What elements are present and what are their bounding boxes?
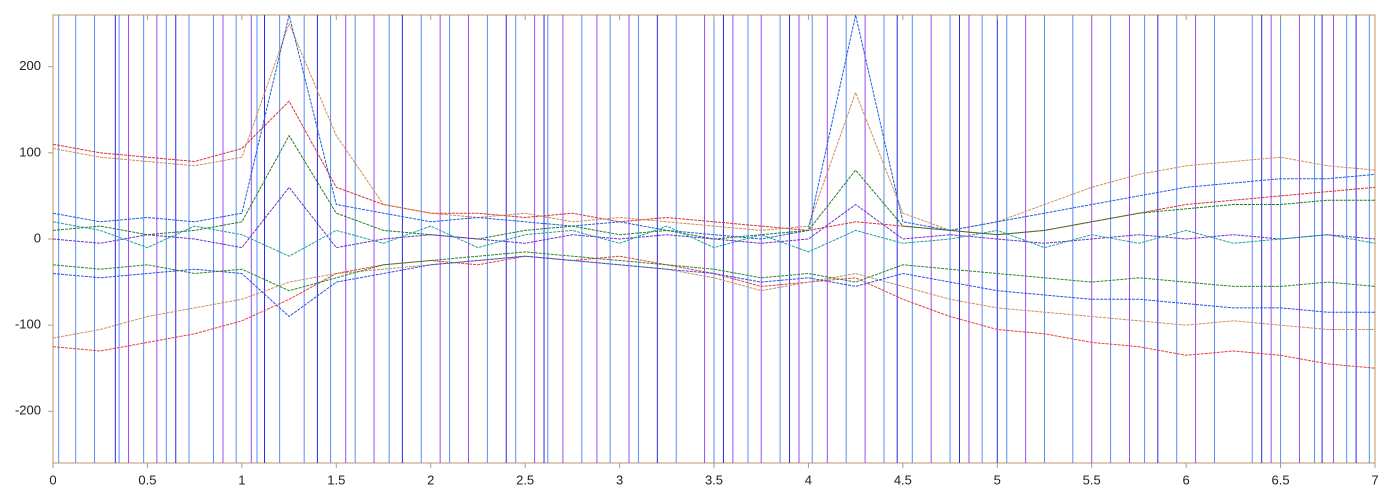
series-line [52, 255, 1375, 318]
series-line [52, 134, 1375, 240]
series-line [52, 100, 1376, 236]
x-tick-label: 5.5 [1083, 472, 1101, 487]
series-line [52, 251, 1376, 292]
x-tick-label: 4.5 [894, 472, 912, 487]
x-tick-label: 0.5 [138, 472, 156, 487]
series-line [52, 22, 1376, 231]
x-tick-label: 2.5 [516, 472, 534, 487]
series-line [52, 14, 1376, 240]
x-tick-label: 4 [805, 472, 812, 487]
x-tick-label: 3 [616, 472, 623, 487]
y-tick-label: 200 [19, 58, 41, 73]
y-tick-label: -200 [15, 403, 41, 418]
y-tick-label: 100 [19, 144, 41, 159]
x-tick-label: 0 [49, 472, 56, 487]
series-line [52, 221, 1376, 257]
x-tick-label: 7 [1371, 472, 1378, 487]
x-tick-label: 5 [994, 472, 1001, 487]
y-tick-label: 0 [34, 230, 41, 245]
x-tick-label: 1.5 [327, 472, 345, 487]
x-tick-label: 3.5 [705, 472, 723, 487]
series-line [52, 255, 1376, 369]
series-line [52, 186, 1376, 249]
x-tick-label: 6.5 [1272, 472, 1290, 487]
x-tick-label: 2 [427, 472, 434, 487]
x-tick-label: 1 [238, 472, 245, 487]
series-line [52, 255, 1375, 339]
y-tick-label: -100 [15, 317, 41, 332]
x-tick-label: 6 [1183, 472, 1190, 487]
